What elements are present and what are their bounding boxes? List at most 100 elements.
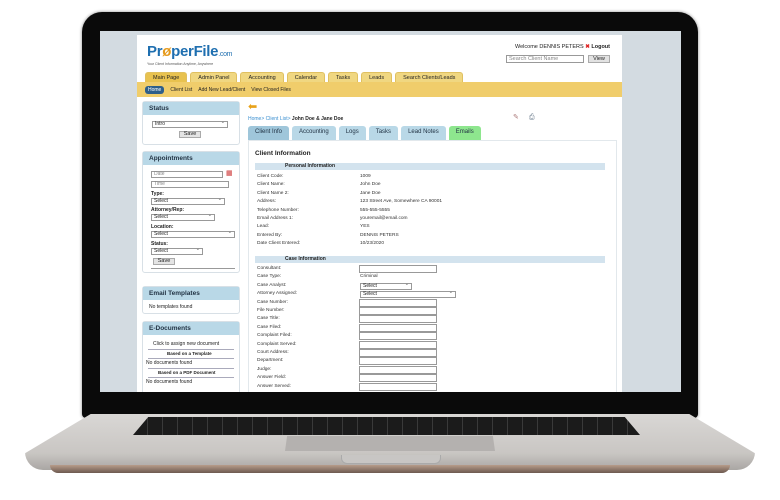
case-row: Case Filed: [257,325,281,331]
email-templates-title: Email Templates [143,287,239,300]
case-field-input[interactable] [359,365,437,374]
case-field-input[interactable] [359,298,437,307]
field-label: Client Code: [257,174,284,179]
breadcrumb-home[interactable]: Home [248,116,262,122]
field-label: File Number: [257,308,285,313]
type-label: Type: [151,191,164,197]
divider [148,349,234,350]
view-button[interactable]: View [588,55,610,63]
search-input[interactable]: Search Client Name [506,55,584,63]
edit-icon[interactable]: ✎ [513,114,519,121]
appointment-save-button[interactable]: Save [153,258,175,265]
subnav-home[interactable]: Home [145,85,165,94]
no-templates-text: No templates found [149,304,193,310]
tab-main-page[interactable]: Main Page [145,72,188,82]
sub-nav: Home Client List Add New Lead/Client Vie… [137,82,622,97]
case-field-input[interactable] [359,374,437,383]
logout-link[interactable]: Logout [591,44,610,50]
case-row: Court Address: [257,350,289,356]
personal-row: Date Client Entered: 10/23/2020 [257,241,384,247]
case-field-input[interactable] [359,307,437,315]
field-label: Case Filed: [257,324,282,330]
subnav-closed-files[interactable]: View Closed Files [251,86,291,93]
case-row: Answer Field: [257,375,286,381]
tab-calendar[interactable]: Calendar [286,72,326,82]
personal-row: Client Name 2: Jane Doe [257,191,381,197]
case-row: Complaint Filed: [257,333,292,339]
tab-lead-notes[interactable]: Lead Notes [401,126,446,140]
calendar-icon[interactable]: ▦ [226,170,233,177]
case-field-input[interactable] [359,382,437,391]
logo-suffix: .com [218,51,233,58]
field-label: Entered By: [257,232,283,238]
case-field-input[interactable] [359,265,437,273]
field-value: Jane Doe [360,190,381,196]
tagline: Your Client Information Anytime, Anywher… [147,62,214,66]
type-select[interactable]: Select [151,197,225,205]
back-arrow-icon[interactable]: ⬅ [248,101,258,113]
attorney-select[interactable]: Select [151,213,215,221]
logo[interactable]: PrøperFile.com [147,43,233,60]
divider [148,358,234,359]
personal-row: Lead: YES [257,224,370,230]
pdf-empty: No documents found [146,379,193,385]
case-field-input[interactable] [359,340,437,349]
print-icon[interactable]: ⎙ [529,114,535,121]
breadcrumb-client-list[interactable]: Client List [265,116,288,122]
field-label: Case Type: [257,274,282,280]
appointments-panel: Appointments Date ▦ Time Type: Select At… [142,151,240,273]
tab-accounting[interactable]: Accounting [240,72,284,82]
location-label: Location: [151,224,174,230]
appt-status-select[interactable]: Select [151,247,203,255]
template-empty: No documents found [146,360,193,366]
personal-row: Telephone Number: 555-555-5555 [257,208,390,214]
field-label: Attorney Assigned: [257,291,297,297]
tab-emails[interactable]: Emails [448,126,481,140]
field-label: Case Title: [257,316,280,322]
case-select[interactable]: Select [360,290,456,299]
field-label: Address: [257,199,276,205]
tab-tasks[interactable]: Tasks [328,72,359,82]
status-save-button[interactable]: Save [179,131,201,138]
main-tabs: Main Page Admin Panel Accounting Calenda… [145,72,464,82]
personal-info-header: Personal Information [255,163,605,170]
personal-row: Email Address 1: youremail@email.com [257,216,408,222]
case-field-input[interactable] [359,323,437,332]
field-value: Criminal [360,274,378,280]
field-value: 555-555-5555 [360,207,390,213]
field-value: 1009 [360,174,371,179]
assign-document-link[interactable]: Click to assign new document [153,341,220,347]
client-info-title: Client Information [255,150,311,157]
personal-row: Client Code: 1009 [257,174,371,180]
subnav-add-lead[interactable]: Add New Lead/Client [198,86,246,93]
case-field-input[interactable] [359,315,437,324]
case-select[interactable]: Select [360,282,412,290]
tab-client-tasks[interactable]: Tasks [368,126,399,140]
subnav-client-list[interactable]: Client List [170,86,193,93]
status-title: Status [143,102,239,115]
case-field-input[interactable] [359,349,437,357]
case-row: Judge: [257,367,271,373]
personal-row: Address: 123 Street Ave, Somewhere CA 900… [257,199,442,205]
time-input[interactable]: Time [151,181,229,188]
case-row: Consultant: [257,266,281,272]
status-select[interactable]: Intro [152,120,228,128]
logout-x-icon[interactable]: ✖ [585,44,590,50]
location-select[interactable]: Select [151,230,235,238]
case-field-input[interactable] [359,357,437,366]
field-label: Answer Field: [257,375,287,381]
tab-logs[interactable]: Logs [338,126,366,140]
field-value: DENNIS PETERS [360,232,399,238]
divider [151,268,235,269]
tab-client-accounting[interactable]: Accounting [292,126,336,140]
field-label: Case Analyst: [257,282,287,288]
tab-leads[interactable]: Leads [361,72,393,82]
field-label: Department: [257,358,284,364]
field-value: youremail@email.com [360,216,408,221]
tab-search-clients[interactable]: Search Clients/Leads [395,72,464,82]
tab-client-info[interactable]: Client Info [248,126,290,140]
date-input[interactable]: Date [151,171,223,178]
tab-admin-panel[interactable]: Admin Panel [190,72,238,82]
case-field-input[interactable] [359,332,437,341]
divider [148,368,234,369]
